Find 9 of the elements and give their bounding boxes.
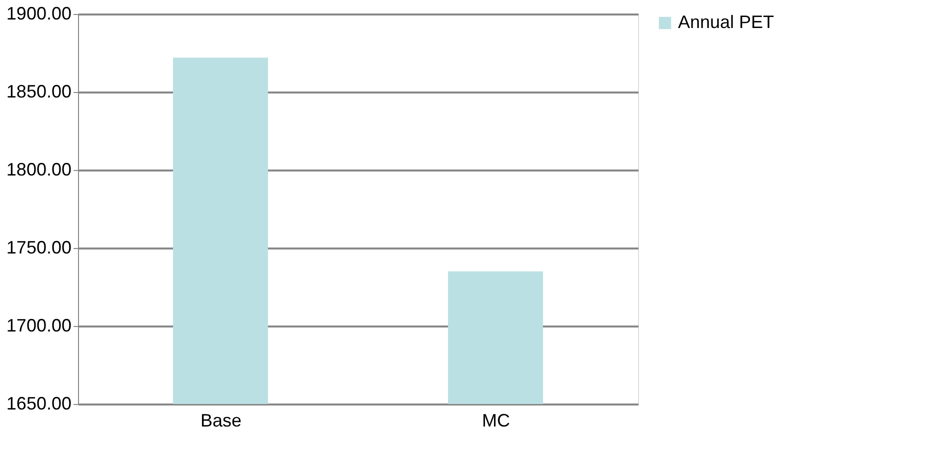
y-tick-label: 1750.00 (6, 238, 72, 258)
y-tick-label: 1700.00 (6, 316, 72, 336)
y-tick-label: 1900.00 (6, 4, 72, 24)
x-tick-label: MC (482, 410, 510, 430)
y-tick-label: 1650.00 (6, 394, 72, 414)
x-tick-label: Base (200, 410, 242, 430)
legend-label: Annual PET (678, 12, 774, 32)
y-tick-label: 1800.00 (6, 160, 72, 180)
y-tick-label: 1850.00 (6, 82, 72, 102)
